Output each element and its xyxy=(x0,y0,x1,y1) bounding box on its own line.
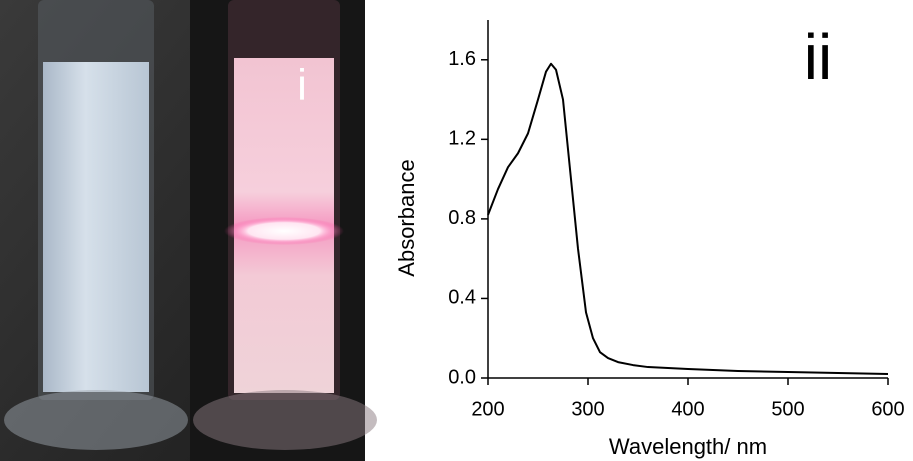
panel-label: ii xyxy=(804,21,832,93)
x-tick-label: 500 xyxy=(771,398,804,420)
y-axis-label: Absorbance xyxy=(394,159,419,276)
tube-base xyxy=(4,390,188,450)
x-tick-label: 300 xyxy=(571,398,604,420)
laser-band xyxy=(224,217,344,245)
x-tick-label: 600 xyxy=(871,398,904,420)
x-axis-label: Wavelength/ nm xyxy=(609,434,767,459)
x-tick-label: 400 xyxy=(671,398,704,420)
y-tick-label: 1.2 xyxy=(448,128,476,150)
y-tick-label: 1.6 xyxy=(448,48,476,70)
data-line xyxy=(487,62,889,376)
photo: i xyxy=(0,0,377,461)
tube-base xyxy=(193,390,377,450)
panel-label: i xyxy=(297,61,307,110)
y-tick-label: 0.8 xyxy=(448,207,476,229)
x-tick-label: 200 xyxy=(471,398,504,420)
y-tick-label: 0.4 xyxy=(448,287,476,309)
tube-liquid xyxy=(43,62,149,392)
y-tick-label: 0.0 xyxy=(448,366,476,388)
